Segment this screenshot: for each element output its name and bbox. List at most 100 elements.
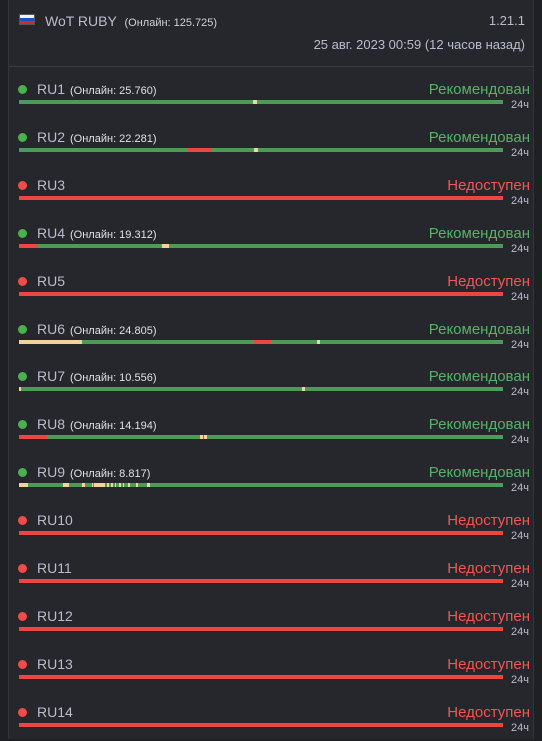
uptime-history-bar [19, 100, 503, 104]
history-range-label: 24ч [511, 338, 529, 351]
status-dot-icon [18, 707, 27, 717]
server-name: RU1 (Онлайн: 25.760) [37, 81, 157, 97]
server-row-ru8[interactable]: RU8 (Онлайн: 14.194) Рекомендован 24ч [9, 405, 535, 453]
history-segment-yellow [91, 483, 94, 488]
server-row-ru4[interactable]: RU4 (Онлайн: 19.312) Рекомендован 24ч [9, 214, 535, 262]
history-segment-red [19, 579, 503, 583]
history-segment-red [19, 722, 503, 727]
history-segment-yellow [110, 483, 114, 488]
status-dot-icon [18, 85, 27, 94]
server-status-label: Рекомендован [428, 368, 530, 386]
server-name: RU9 (Онлайн: 8.817) [37, 464, 150, 480]
uptime-history-bar [19, 674, 503, 679]
history-segment-yellow [254, 147, 259, 152]
uptime-history-bar [19, 243, 503, 248]
server-row-ru9[interactable]: RU9 (Онлайн: 8.817) Рекомендован 24ч [9, 453, 535, 501]
server-name: RU6 (Онлайн: 24.805) [37, 321, 157, 337]
server-row-ru7[interactable]: RU7 (Онлайн: 10.556) Рекомендован 24ч [9, 357, 535, 405]
history-segment-red [19, 291, 503, 296]
server-name-label: RU2 [37, 128, 66, 145]
history-segment-yellow [204, 435, 207, 440]
server-row-ru11[interactable]: RU11 Недоступен 24ч [9, 549, 535, 597]
server-status-label: Недоступен [447, 176, 530, 194]
server-row-ru6[interactable]: RU6 (Онлайн: 24.805) Рекомендован 24ч [9, 310, 535, 358]
uptime-history-bar [19, 147, 503, 152]
history-segment-green [19, 147, 503, 152]
history-range-label: 24ч [511, 578, 529, 590]
status-dot-icon [18, 132, 27, 142]
server-row-ru13[interactable]: RU13 Недоступен 24ч [9, 645, 535, 693]
status-dot-icon [18, 324, 27, 334]
server-name: RU12 [37, 608, 73, 624]
history-segment-green [19, 483, 503, 488]
server-status-panel: WoT RUBY (Онлайн: 125.725) 1.21.1 25 авг… [8, 0, 534, 739]
history-segment-yellow [94, 483, 99, 488]
server-name: RU7 (Онлайн: 10.556) [37, 368, 157, 384]
server-online-count: (Онлайн: 25.760) [70, 85, 157, 97]
status-dot-icon [18, 659, 27, 669]
history-range-label: 24ч [511, 242, 529, 255]
server-status-label: Рекомендован [428, 81, 530, 98]
realm-title: WoT RUBY (Онлайн: 125.725) [45, 13, 217, 29]
server-row-ru14[interactable]: RU14 Недоступен 24ч [9, 693, 535, 741]
server-row-ru5[interactable]: RU5 Недоступен 24ч [9, 262, 535, 310]
server-status-label: Недоступен [447, 703, 530, 721]
status-dot-icon [18, 516, 27, 526]
uptime-history-bar [19, 387, 503, 392]
server-status-label: Недоступен [447, 512, 530, 530]
game-version: 1.21.1 [488, 13, 525, 28]
history-range-label: 24ч [511, 530, 529, 543]
uptime-history-bar [19, 579, 503, 583]
server-name: RU8 (Онлайн: 14.194) [37, 416, 157, 432]
uptime-history-bar [19, 339, 503, 344]
history-segment-yellow [316, 339, 320, 344]
uptime-history-bar [19, 483, 503, 488]
server-name: RU14 [37, 704, 73, 720]
history-segment-yellow [147, 483, 150, 488]
history-range-label: 24ч [511, 290, 529, 303]
history-segment-yellow [136, 483, 138, 488]
server-status-label: Рекомендован [428, 224, 530, 242]
history-segment-green [19, 435, 503, 440]
status-dot-icon [18, 611, 27, 621]
history-segment-red [19, 243, 39, 248]
history-range-label: 24ч [511, 673, 529, 686]
server-name-label: RU9 [37, 464, 66, 481]
history-range-label: 24ч [511, 146, 529, 159]
realm-name: WoT RUBY [45, 13, 117, 29]
history-range-label: 24ч [511, 99, 529, 111]
history-segment-yellow [253, 100, 258, 104]
status-dot-icon [18, 276, 27, 286]
status-dot-icon [18, 372, 27, 382]
realm-online-count: (Онлайн: 125.725) [124, 17, 218, 29]
server-name: RU3 [37, 177, 65, 193]
last-update-date: 25 авг. 2023 00:59 (12 часов назад) [313, 37, 525, 52]
server-name-label: RU12 [37, 607, 73, 624]
server-name-label: RU4 [37, 224, 66, 241]
server-row-ru10[interactable]: RU10 Недоступен 24ч [9, 501, 535, 549]
server-name: RU5 [37, 273, 65, 289]
russia-flag-icon [19, 14, 35, 25]
server-name-label: RU7 [37, 368, 66, 385]
history-range-label: 24ч [511, 721, 529, 734]
status-dot-icon [18, 420, 27, 430]
status-dot-icon [18, 564, 27, 573]
server-name-label: RU3 [37, 176, 66, 193]
server-row-ru1[interactable]: RU1 (Онлайн: 25.760) Рекомендован 24ч [9, 70, 535, 118]
history-range-label: 24ч [511, 194, 529, 207]
history-range-label: 24ч [511, 625, 529, 638]
server-name-label: RU14 [37, 703, 73, 720]
history-segment-yellow [114, 483, 116, 488]
server-name: RU2 (Онлайн: 22.281) [37, 129, 157, 145]
history-segment-red [188, 147, 212, 152]
server-online-count: (Онлайн: 10.556) [70, 372, 157, 385]
history-segment-green [19, 243, 503, 248]
server-name-label: RU8 [37, 416, 66, 433]
history-segment-yellow [199, 435, 203, 440]
server-row-ru3[interactable]: RU3 Недоступен 24ч [9, 166, 535, 214]
uptime-history-bar [19, 291, 503, 296]
server-status-label: Рекомендован [428, 128, 530, 146]
server-row-ru12[interactable]: RU12 Недоступен 24ч [9, 597, 535, 645]
server-row-ru2[interactable]: RU2 (Онлайн: 22.281) Рекомендован 24ч [9, 118, 535, 166]
server-status-label: Рекомендован [428, 464, 530, 482]
